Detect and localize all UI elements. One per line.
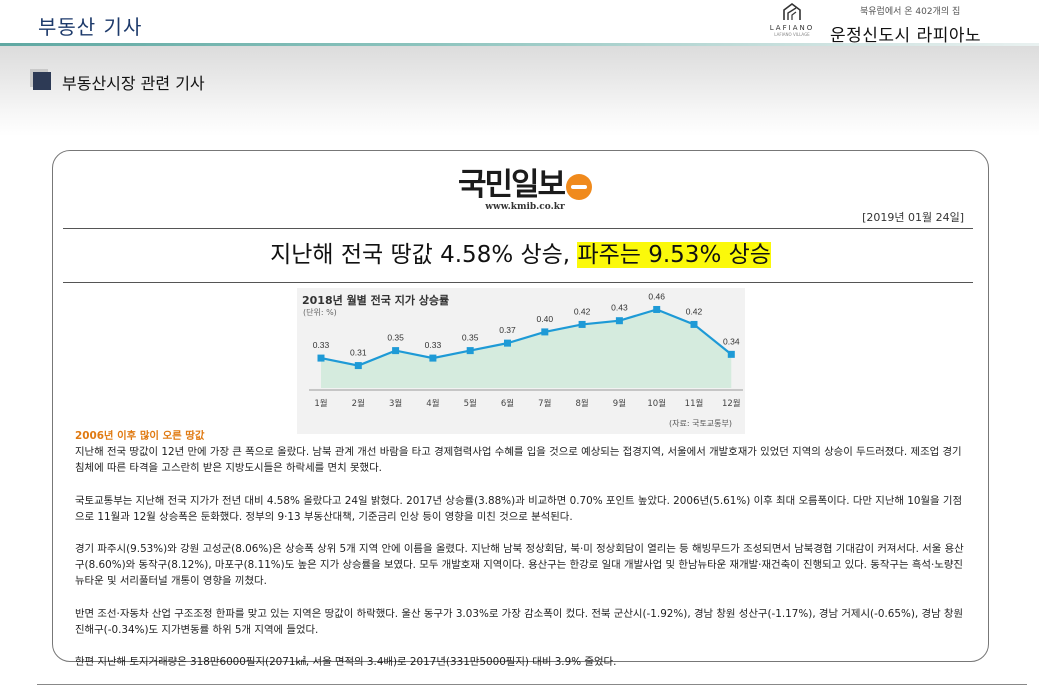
chart-tick-label: 4월 — [426, 398, 439, 409]
chart-data-label: 0.40 — [537, 314, 554, 324]
headline-text: 지난해 전국 땅값 4.58% 상승, — [270, 242, 578, 268]
chart-data-label: 0.43 — [611, 303, 628, 313]
land-price-chart: 0.33 1월 0.31 2월 0.35 3월 0.33 4월 0.35 5월 0.37 6월 0.40… — [297, 288, 745, 434]
brand-tagline: 북유럽에서 온 402개의 집 — [860, 7, 961, 17]
chart-data-label: 0.33 — [425, 340, 442, 350]
chart-point — [392, 347, 400, 355]
chart-tick-label: 9월 — [613, 398, 626, 409]
chart-point — [466, 347, 474, 355]
chart-tick-label: 5월 — [464, 398, 477, 409]
chart-series-line — [320, 308, 732, 367]
chart-tick-label: 11월 — [685, 398, 704, 409]
brand-logo-text: LAFIANO — [769, 24, 815, 32]
chart-point — [727, 350, 735, 358]
chart-tick-label: 12월 — [722, 398, 741, 409]
page-title: 부동산 기사 — [38, 15, 143, 39]
chart-data-label: 0.31 — [350, 348, 367, 358]
chart-data-label: 0.46 — [648, 291, 665, 301]
chart-tick-label: 2월 — [352, 398, 365, 409]
chart-point — [429, 354, 437, 362]
article-body: 2006년 이후 많이 오른 땅값 지난해 전국 땅값이 12년 만에 가장 큰… — [75, 428, 965, 686]
newspaper-url: www.kmib.co.kr — [485, 202, 565, 212]
chart-point — [653, 305, 661, 313]
article-card: 국민일보 www.kmib.co.kr [2019년 01월 24일] 지난해 … — [52, 150, 989, 668]
article-paragraph: 경기 파주시(9.53%)와 강원 고성군(8.06%)은 상승폭 상위 5개 … — [75, 543, 964, 588]
article-subhead: 2006년 이후 많이 오른 땅값 — [75, 430, 205, 442]
article-date: [2019년 01월 24일] — [862, 211, 964, 224]
article-paragraph: 반면 조선·자동차 산업 구조조정 한파를 맞고 있는 지역은 땅값이 하락했다… — [75, 607, 964, 636]
chart-data-label: 0.34 — [723, 336, 740, 346]
chart-tick-label: 1월 — [314, 398, 327, 409]
chart-point — [690, 320, 698, 328]
footer-divider — [37, 684, 1027, 685]
header-divider — [0, 43, 1039, 46]
chart-area-fill — [321, 309, 732, 388]
brand-logo-sub: LAFIANO VILLAGE — [774, 32, 810, 37]
headline-bottom-rule — [63, 282, 973, 283]
chart-tick-label: 7월 — [538, 398, 551, 409]
chart-data-label: 0.42 — [686, 306, 703, 316]
chart-tick-label: 10월 — [647, 398, 666, 409]
chart-source: (자료: 국토교통부) — [669, 419, 732, 428]
section-bullet-icon — [33, 72, 51, 90]
chart-tick-label: 8월 — [575, 398, 588, 409]
newspaper-emblem-icon — [566, 173, 593, 200]
newspaper-name: 국민일보 — [457, 167, 566, 203]
chart-data-label: 0.42 — [574, 306, 591, 316]
article-paragraph: 한편 지난해 토지거래량은 318만6000필지(2071㎢, 서울 면적의 3… — [75, 656, 617, 669]
headline-highlight: 파주는 9.53% 상승 — [577, 242, 771, 268]
chart-data-label: 0.35 — [387, 333, 404, 343]
chart-point — [615, 317, 623, 325]
chart-point — [504, 339, 511, 347]
chart-data-label: 0.35 — [462, 333, 479, 343]
house-logo-icon — [783, 3, 801, 20]
brand-block[interactable]: LAFIANO LAFIANO VILLAGE 북유럽에서 온 402개의 집 … — [764, 2, 994, 46]
chart-canvas: 0.33 1월 0.31 2월 0.35 3월 0.33 4월 0.35 5월 0.37 6월 0.40… — [309, 291, 743, 409]
headline-top-rule — [63, 228, 973, 229]
article-paragraph: 국토교통부는 지난해 전국 지가가 전년 대비 4.58% 올랐다고 24일 밝… — [75, 494, 963, 523]
chart-tick-label: 6월 — [501, 398, 514, 409]
chart-title: 2018년 월별 전국 지가 상승률 — [302, 294, 450, 307]
chart-point — [541, 328, 549, 336]
chart-point — [317, 354, 325, 362]
newspaper-logo: 국민일보 www.kmib.co.kr — [441, 159, 609, 212]
chart-data-label: 0.33 — [313, 340, 330, 350]
article-headline: 지난해 전국 땅값 4.58% 상승, 파주는 9.53% 상승 — [53, 235, 988, 269]
chart-point — [354, 362, 362, 370]
lafiano-logo: LAFIANO LAFIANO VILLAGE — [764, 2, 820, 37]
section-band — [0, 46, 1039, 136]
top-header: 부동산 기사 LAFIANO LAFIANO VILLAGE 북유럽에서 온 4… — [0, 0, 1039, 46]
chart-unit: (단위: %) — [303, 308, 337, 317]
chart-tick-label: 3월 — [389, 398, 402, 409]
article-paragraph: 지난해 전국 땅값이 12년 만에 가장 큰 폭으로 올랐다. 남북 관계 개선… — [75, 446, 962, 475]
brand-name: 운정신도시 라피아노 — [830, 26, 982, 46]
chart-point — [578, 320, 586, 328]
chart-data-label: 0.37 — [499, 325, 516, 335]
section-title: 부동산시장 관련 기사 — [62, 74, 205, 93]
